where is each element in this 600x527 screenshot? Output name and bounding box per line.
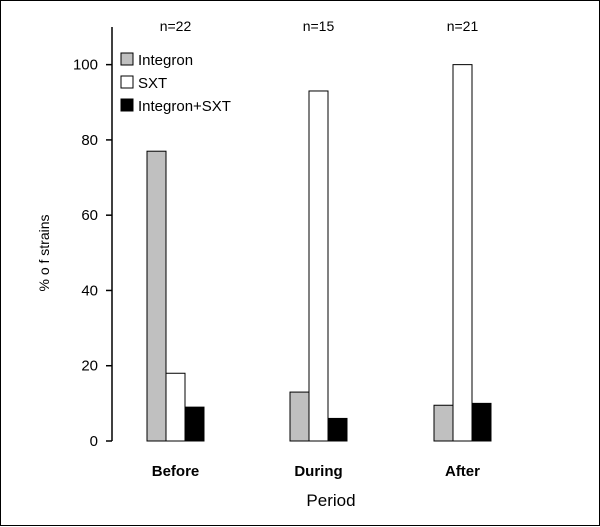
category-label-before: Before — [152, 463, 200, 480]
legend-swatch-sxt — [120, 75, 134, 89]
legend-label-integron: Integron — [138, 52, 193, 69]
bar-after-integron-sxt — [471, 402, 492, 442]
y-tick-label-0: 0 — [90, 433, 98, 450]
n-labels-group: n=22 n=15 n=21 — [160, 18, 479, 34]
category-label-during: During — [294, 463, 342, 480]
bar-after-integron — [433, 404, 454, 442]
legend-swatch-integron — [120, 52, 134, 66]
legend-label-sxt: SXT — [138, 75, 167, 92]
bar-before-integron-sxt — [184, 406, 205, 442]
n-label-after: n=21 — [447, 18, 479, 34]
y-tick-label-60: 60 — [81, 207, 98, 224]
legend: Integron SXT Integron+SXT — [120, 52, 231, 115]
y-tick-label-20: 20 — [81, 358, 98, 375]
legend-swatch-integron-sxt — [120, 98, 134, 112]
y-tick-label-80: 80 — [81, 132, 98, 149]
bar-during-integron — [289, 391, 310, 442]
n-label-before: n=22 — [160, 18, 192, 34]
bar-during-sxt — [308, 90, 329, 442]
bars-group — [146, 64, 492, 442]
y-tick-label-40: 40 — [81, 282, 98, 299]
bar-after-sxt — [452, 64, 473, 442]
y-tick-label-100: 100 — [73, 57, 98, 74]
bar-before-integron — [146, 150, 167, 442]
bar-during-integron-sxt — [327, 417, 348, 442]
category-labels-group: Before During After — [152, 463, 480, 480]
bar-before-sxt — [165, 372, 186, 442]
x-axis-title: Period — [306, 491, 355, 510]
y-ticks-group: 0 20 40 60 80 100 — [73, 57, 112, 450]
legend-label-integron-sxt: Integron+SXT — [138, 98, 231, 115]
category-label-after: After — [445, 463, 480, 480]
n-label-during: n=15 — [303, 18, 335, 34]
y-axis-title: % o f strains — [36, 214, 52, 291]
